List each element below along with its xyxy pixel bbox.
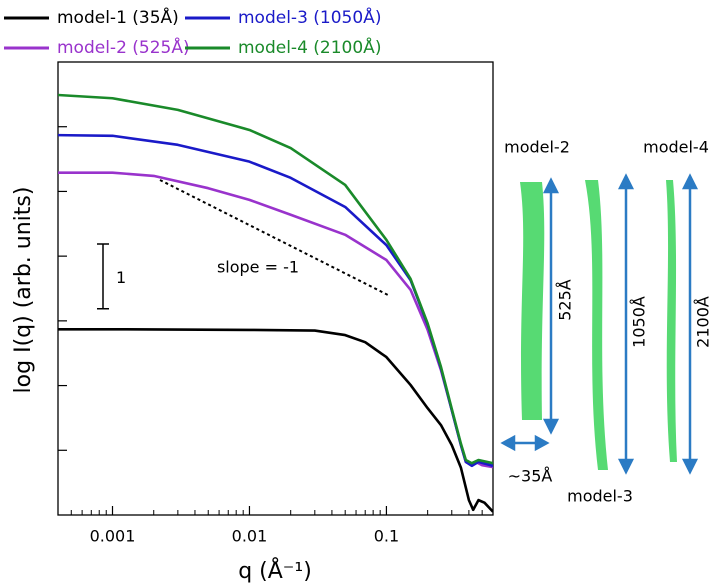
x-axis-label: q (Å⁻¹) <box>238 557 312 583</box>
scale-bar <box>97 243 109 310</box>
y-axis-label: log I(q) (arb. units) <box>11 187 36 394</box>
model-length: 1050Å <box>630 296 649 348</box>
plot-frame <box>57 61 494 516</box>
annotation: slope = -1 <box>217 258 299 277</box>
series-line <box>58 133 493 468</box>
model-strand <box>666 180 677 462</box>
plot-lines <box>58 93 493 513</box>
legend-label: model-3 (1050Å) <box>238 6 381 28</box>
series-line <box>58 327 493 513</box>
model-name: model-4 <box>643 138 709 157</box>
x-tick-label: 0.1 <box>374 527 399 546</box>
x-tick-label: 0.001 <box>90 527 136 546</box>
series-line <box>58 93 493 465</box>
model-length: 525Å <box>556 279 575 321</box>
model-name: model-3 <box>567 487 633 506</box>
legend-label: model-4 (2100Å) <box>238 36 381 58</box>
dimension-arrows <box>500 173 699 475</box>
model-strand <box>520 182 545 420</box>
model-length: 2100Å <box>694 296 713 348</box>
model-width: ~35Å <box>508 467 553 486</box>
x-tick-label: 0.01 <box>232 527 268 546</box>
slope-line <box>159 179 389 296</box>
legend-label: model-2 (525Å) <box>57 36 190 58</box>
illustration: model-2 525Å model-3 1050Å model-4 2100Å ~35Å <box>500 138 713 506</box>
model-name: model-2 <box>504 138 570 157</box>
series-line <box>58 171 493 469</box>
scale-bar-label: 1 <box>116 268 126 287</box>
legend-label: model-1 (35Å) <box>57 6 179 28</box>
model-strand <box>585 180 608 470</box>
